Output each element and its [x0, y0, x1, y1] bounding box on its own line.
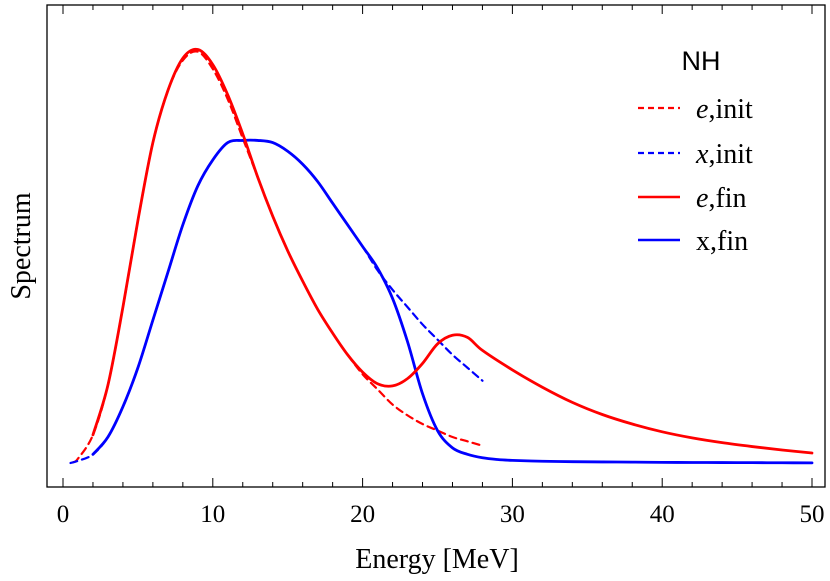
x-axis-title: Energy [MeV] — [355, 544, 519, 575]
x-ticks: 0 10 20 30 40 50 — [57, 5, 825, 528]
series-line-e-fin — [91, 47, 814, 455]
x-tick-label: 40 — [650, 501, 675, 528]
x-tick-label: 10 — [200, 501, 225, 528]
plot-border — [46, 4, 826, 488]
y-axis-title: Spectrum — [6, 192, 37, 300]
legend-title: NH — [682, 46, 721, 76]
plot-frame — [46, 4, 826, 488]
series-line-x-fin — [91, 138, 814, 465]
series-line-x-init — [69, 139, 484, 465]
legend-label-x-init: x,init — [695, 139, 753, 170]
x-tick-label: 0 — [57, 501, 70, 528]
series-layer — [69, 47, 814, 465]
legend-label-e-init: e,init — [696, 94, 753, 125]
x-tick-label: 20 — [350, 501, 375, 528]
legend-label-e-fin: e,fin — [696, 183, 747, 214]
x-tick-label: 30 — [500, 501, 525, 528]
legend-label-x-fin: x,fin — [696, 226, 748, 257]
legend: NH e,init x,init e,fin x,fin — [638, 46, 753, 257]
x-tick-label: 50 — [800, 501, 825, 528]
series-line-e-init — [72, 50, 484, 464]
